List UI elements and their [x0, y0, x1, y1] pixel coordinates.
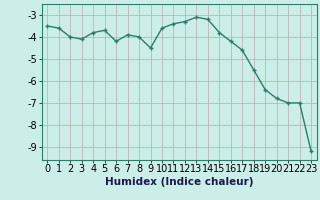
X-axis label: Humidex (Indice chaleur): Humidex (Indice chaleur): [105, 177, 253, 187]
